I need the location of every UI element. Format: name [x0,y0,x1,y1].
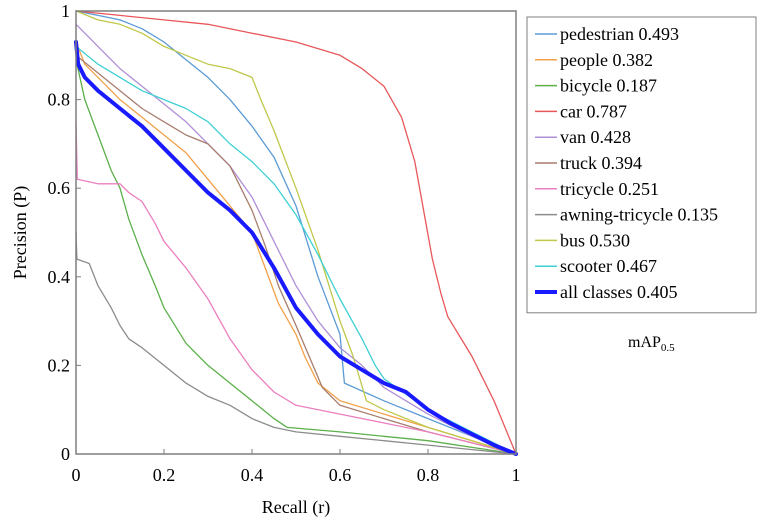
legend-box [526,16,757,314]
map-note-sub: 0.5 [661,342,675,354]
legend-label: pedestrian 0.493 [560,24,679,44]
series-line-10 [74,40,518,456]
legend-label: bus 0.530 [560,230,630,250]
series-line-1 [75,41,517,455]
series-line-9 [75,45,517,455]
y-tick-label: 0.6 [48,178,71,198]
x-tick-label: 0.4 [241,465,264,485]
y-tick-label: 0.2 [48,355,71,375]
y-tick-label: 1 [61,1,70,21]
y-tick-label: 0 [61,444,70,464]
x-axis-label: Recall (r) [262,497,330,518]
series-line-5 [75,54,517,455]
series-line-0 [75,10,517,455]
series-line-3 [75,10,517,455]
legend-label: bicycle 0.187 [560,76,657,96]
series-line-6 [75,121,517,455]
legend-label: tricycle 0.251 [560,179,659,199]
x-tick-label: 1 [512,465,521,485]
y-tick-label: 0.4 [48,267,71,287]
series-line-4 [75,23,517,455]
legend-label: awning-tricycle 0.135 [560,205,718,225]
plot-frame [75,10,517,455]
legend-label: scooter 0.467 [560,256,657,276]
legend-label: truck 0.394 [560,153,642,173]
series-line-8 [75,10,517,455]
series-line-7 [75,231,517,455]
y-tick-label: 0.8 [48,90,71,110]
legend-label: van 0.428 [560,127,631,147]
legend-label: car 0.787 [560,101,627,121]
x-tick-label: 0 [72,465,81,485]
y-axis-label: Precision (P) [10,186,31,280]
x-tick-label: 0.2 [153,465,176,485]
legend-label: all classes 0.405 [560,282,677,302]
series-layer [74,10,518,456]
series-line-2 [75,59,517,455]
legend-label: people 0.382 [560,50,653,70]
map-note: mAP0.5 [628,334,675,354]
x-tick-label: 0.6 [329,465,352,485]
map-note-main: mAP [628,334,661,351]
axis-ticks: 0 0.2 0.4 0.6 0.8 1 0 0.2 0.4 0.6 0.8 1 [48,1,521,485]
legend: pedestrian 0.493 people 0.382 bicycle 0.18… [535,24,718,302]
x-tick-label: 0.8 [417,465,440,485]
